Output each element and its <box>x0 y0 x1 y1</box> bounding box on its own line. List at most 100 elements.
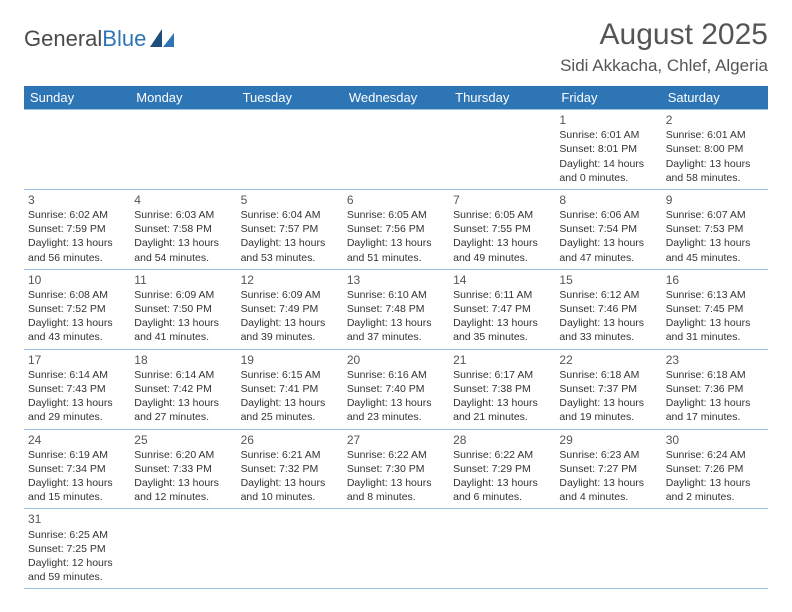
sunset-line: Sunset: 7:58 PM <box>134 222 232 236</box>
sunrise-line: Sunrise: 6:16 AM <box>347 368 445 382</box>
sunset-line: Sunset: 7:43 PM <box>28 382 126 396</box>
sunset-line: Sunset: 7:25 PM <box>28 542 126 556</box>
empty-cell <box>237 509 343 589</box>
daylight-line-2: and 43 minutes. <box>28 330 126 344</box>
daylight-line-2: and 19 minutes. <box>559 410 657 424</box>
sunset-line: Sunset: 7:49 PM <box>241 302 339 316</box>
daylight-line-1: Daylight: 13 hours <box>134 396 232 410</box>
daylight-line-2: and 51 minutes. <box>347 251 445 265</box>
logo: GeneralBlue <box>24 26 176 52</box>
day-cell: 25Sunrise: 6:20 AMSunset: 7:33 PMDayligh… <box>130 429 236 509</box>
sunset-line: Sunset: 7:41 PM <box>241 382 339 396</box>
logo-text-blue: Blue <box>102 26 146 52</box>
day-cell: 11Sunrise: 6:09 AMSunset: 7:50 PMDayligh… <box>130 269 236 349</box>
day-cell: 27Sunrise: 6:22 AMSunset: 7:30 PMDayligh… <box>343 429 449 509</box>
daylight-line-1: Daylight: 13 hours <box>666 236 764 250</box>
daylight-line-1: Daylight: 13 hours <box>666 316 764 330</box>
calendar-table: SundayMondayTuesdayWednesdayThursdayFrid… <box>24 86 768 589</box>
daylight-line-2: and 47 minutes. <box>559 251 657 265</box>
sunset-line: Sunset: 7:50 PM <box>134 302 232 316</box>
day-number: 16 <box>666 272 764 288</box>
calendar-row: 3Sunrise: 6:02 AMSunset: 7:59 PMDaylight… <box>24 189 768 269</box>
day-number: 13 <box>347 272 445 288</box>
daylight-line-2: and 21 minutes. <box>453 410 551 424</box>
sunset-line: Sunset: 8:01 PM <box>559 142 657 156</box>
daylight-line-1: Daylight: 13 hours <box>241 236 339 250</box>
sunset-line: Sunset: 7:54 PM <box>559 222 657 236</box>
daylight-line-1: Daylight: 13 hours <box>241 396 339 410</box>
day-number: 19 <box>241 352 339 368</box>
daylight-line-2: and 41 minutes. <box>134 330 232 344</box>
day-number: 7 <box>453 192 551 208</box>
daylight-line-2: and 17 minutes. <box>666 410 764 424</box>
empty-cell <box>130 509 236 589</box>
daylight-line-2: and 58 minutes. <box>666 171 764 185</box>
sunset-line: Sunset: 7:56 PM <box>347 222 445 236</box>
day-number: 26 <box>241 432 339 448</box>
daylight-line-2: and 31 minutes. <box>666 330 764 344</box>
daylight-line-2: and 49 minutes. <box>453 251 551 265</box>
daylight-line-2: and 2 minutes. <box>666 490 764 504</box>
sunrise-line: Sunrise: 6:09 AM <box>241 288 339 302</box>
sunset-line: Sunset: 7:38 PM <box>453 382 551 396</box>
daylight-line-1: Daylight: 13 hours <box>559 476 657 490</box>
calendar-row: 17Sunrise: 6:14 AMSunset: 7:43 PMDayligh… <box>24 349 768 429</box>
empty-cell <box>130 110 236 190</box>
empty-cell <box>343 110 449 190</box>
day-header: Tuesday <box>237 86 343 110</box>
day-number: 9 <box>666 192 764 208</box>
daylight-line-1: Daylight: 13 hours <box>666 157 764 171</box>
day-header: Sunday <box>24 86 130 110</box>
daylight-line-1: Daylight: 13 hours <box>666 396 764 410</box>
sunset-line: Sunset: 7:40 PM <box>347 382 445 396</box>
day-cell: 3Sunrise: 6:02 AMSunset: 7:59 PMDaylight… <box>24 189 130 269</box>
daylight-line-1: Daylight: 13 hours <box>28 316 126 330</box>
sunrise-line: Sunrise: 6:01 AM <box>559 128 657 142</box>
sunrise-line: Sunrise: 6:02 AM <box>28 208 126 222</box>
day-number: 15 <box>559 272 657 288</box>
sunset-line: Sunset: 7:30 PM <box>347 462 445 476</box>
daylight-line-1: Daylight: 12 hours <box>28 556 126 570</box>
day-number: 1 <box>559 112 657 128</box>
empty-cell <box>24 110 130 190</box>
daylight-line-2: and 35 minutes. <box>453 330 551 344</box>
daylight-line-2: and 37 minutes. <box>347 330 445 344</box>
day-number: 3 <box>28 192 126 208</box>
day-cell: 4Sunrise: 6:03 AMSunset: 7:58 PMDaylight… <box>130 189 236 269</box>
daylight-line-1: Daylight: 13 hours <box>453 476 551 490</box>
daylight-line-2: and 54 minutes. <box>134 251 232 265</box>
daylight-line-2: and 39 minutes. <box>241 330 339 344</box>
page-title: August 2025 <box>560 18 768 52</box>
location-subtitle: Sidi Akkacha, Chlef, Algeria <box>560 56 768 76</box>
sunrise-line: Sunrise: 6:23 AM <box>559 448 657 462</box>
sunrise-line: Sunrise: 6:14 AM <box>134 368 232 382</box>
sunrise-line: Sunrise: 6:11 AM <box>453 288 551 302</box>
day-number: 25 <box>134 432 232 448</box>
daylight-line-1: Daylight: 13 hours <box>134 236 232 250</box>
page-header: GeneralBlue August 2025 Sidi Akkacha, Ch… <box>24 18 768 76</box>
daylight-line-1: Daylight: 13 hours <box>559 396 657 410</box>
day-header: Friday <box>555 86 661 110</box>
day-number: 31 <box>28 511 126 527</box>
day-number: 5 <box>241 192 339 208</box>
daylight-line-2: and 29 minutes. <box>28 410 126 424</box>
daylight-line-1: Daylight: 13 hours <box>559 316 657 330</box>
day-number: 12 <box>241 272 339 288</box>
day-header: Thursday <box>449 86 555 110</box>
daylight-line-2: and 6 minutes. <box>453 490 551 504</box>
sunrise-line: Sunrise: 6:01 AM <box>666 128 764 142</box>
sunrise-line: Sunrise: 6:05 AM <box>347 208 445 222</box>
daylight-line-1: Daylight: 13 hours <box>347 236 445 250</box>
calendar-row: 24Sunrise: 6:19 AMSunset: 7:34 PMDayligh… <box>24 429 768 509</box>
day-number: 22 <box>559 352 657 368</box>
daylight-line-1: Daylight: 13 hours <box>666 476 764 490</box>
day-cell: 17Sunrise: 6:14 AMSunset: 7:43 PMDayligh… <box>24 349 130 429</box>
day-cell: 9Sunrise: 6:07 AMSunset: 7:53 PMDaylight… <box>662 189 768 269</box>
daylight-line-2: and 45 minutes. <box>666 251 764 265</box>
empty-cell <box>555 509 661 589</box>
empty-cell <box>449 509 555 589</box>
sunrise-line: Sunrise: 6:21 AM <box>241 448 339 462</box>
empty-cell <box>237 110 343 190</box>
daylight-line-2: and 56 minutes. <box>28 251 126 265</box>
daylight-line-2: and 27 minutes. <box>134 410 232 424</box>
